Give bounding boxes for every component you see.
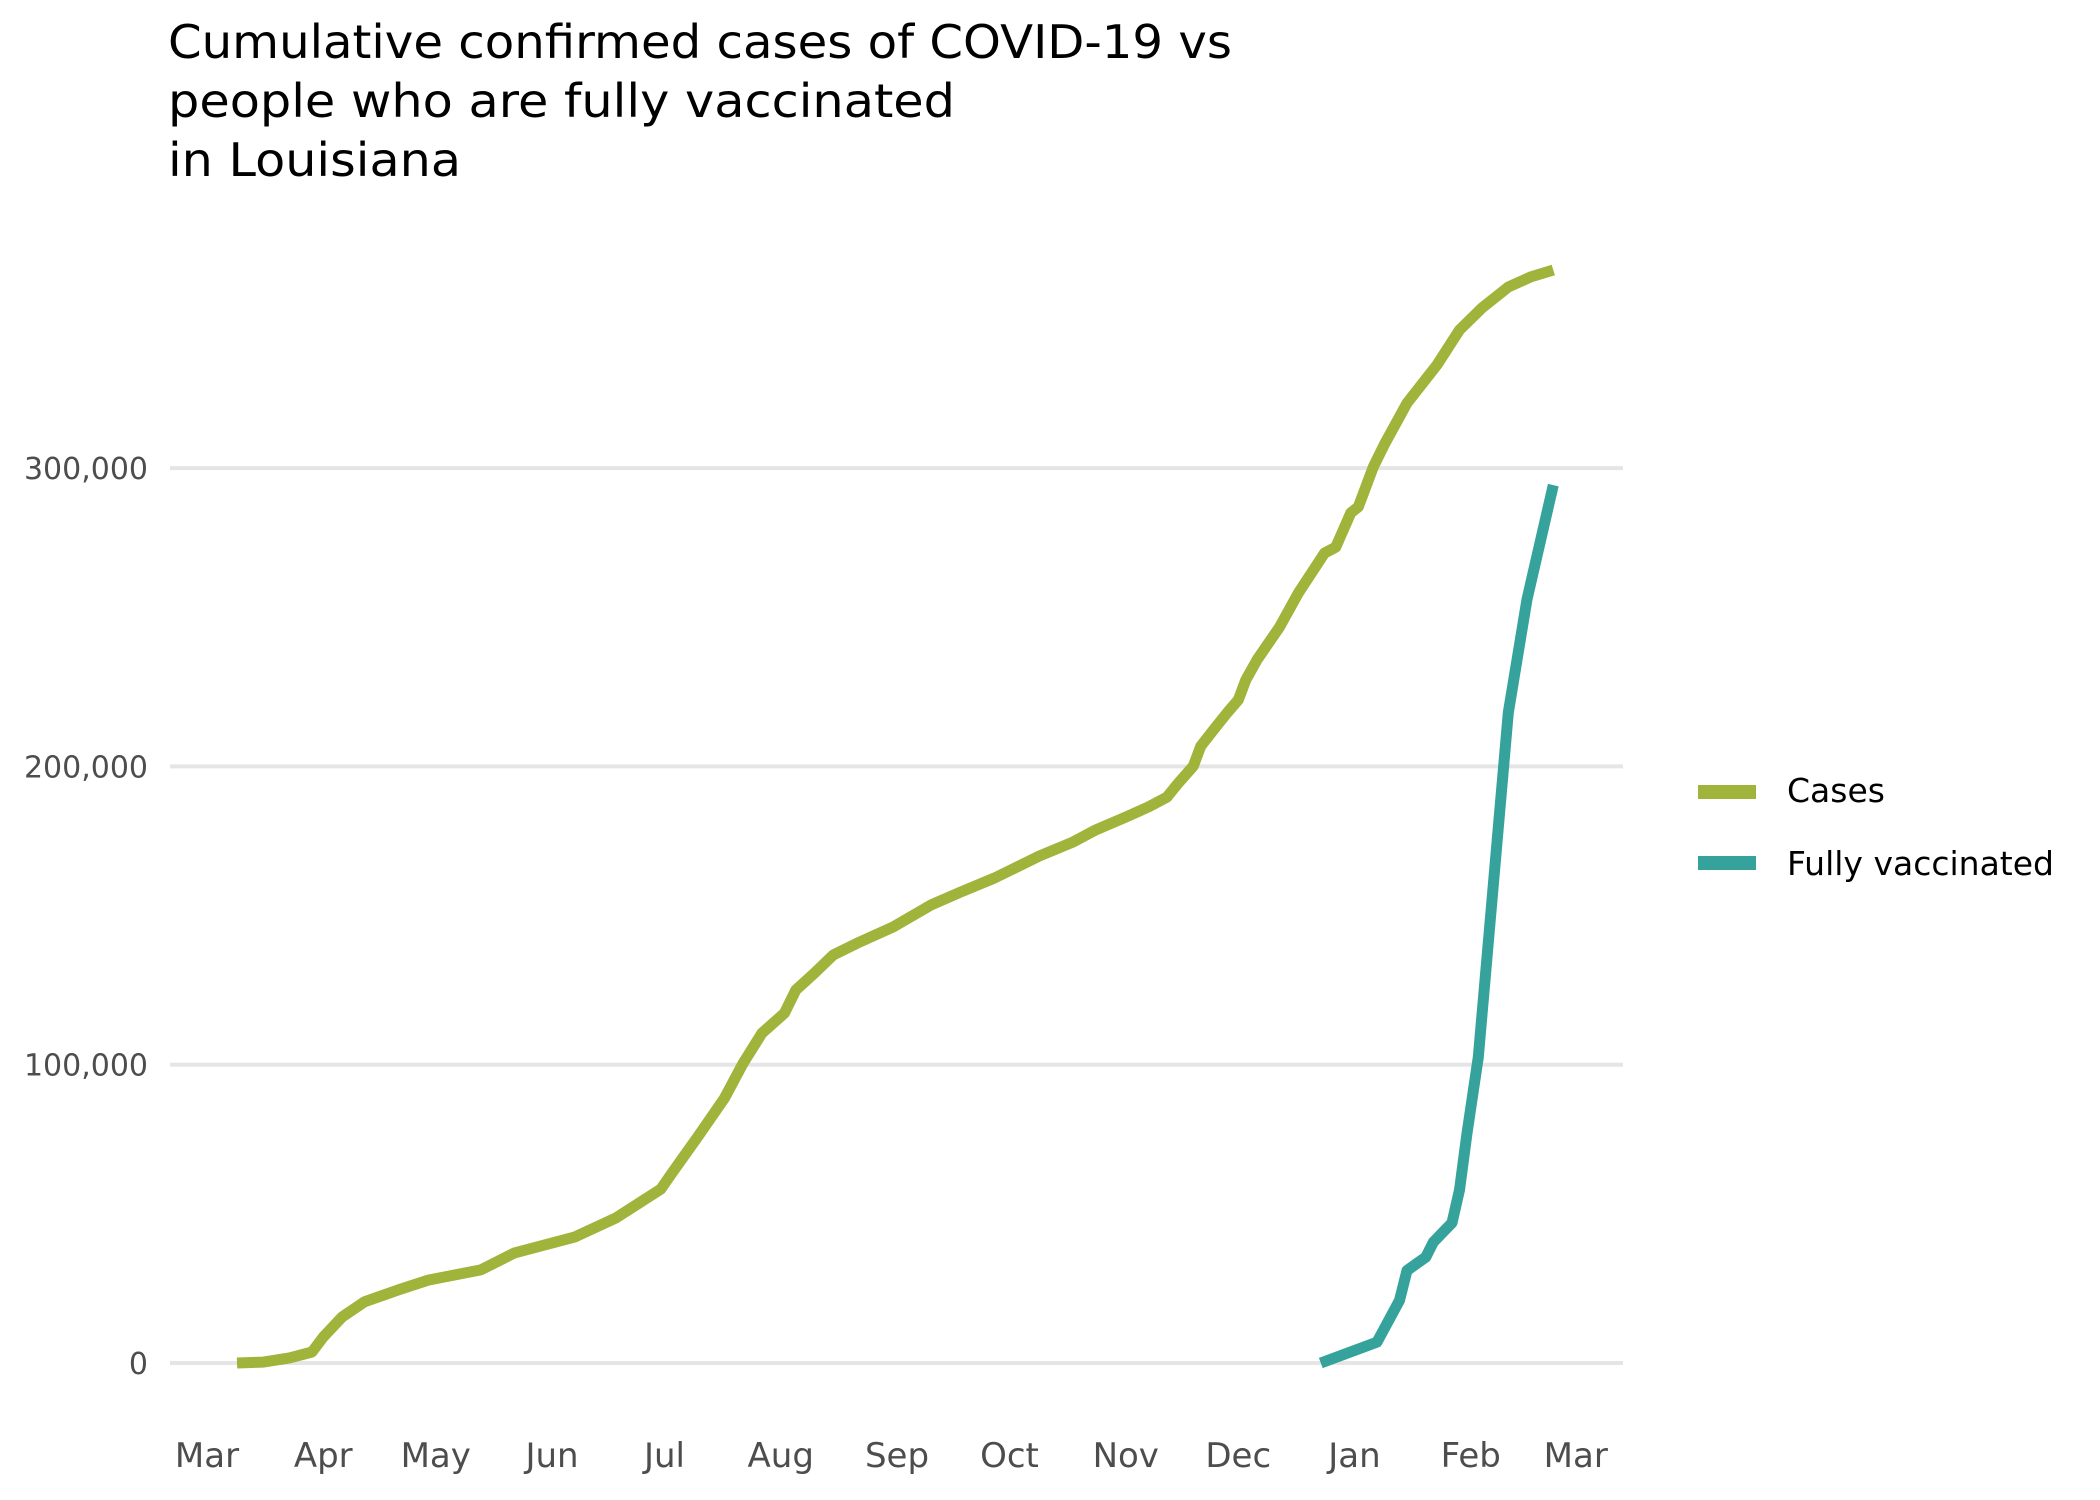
legend: Cases Fully vaccinated [1698,771,2054,883]
x-tick-label: Dec [1205,1436,1271,1476]
x-tick-label: May [401,1436,471,1476]
x-tick-label: Oct [980,1436,1039,1476]
x-tick-label: Nov [1093,1436,1159,1476]
y-tick-label: 0 [129,1347,148,1382]
series-line-cases [236,264,1555,1369]
x-tick-label: Jul [642,1436,685,1476]
y-tick-label: 300,000 [24,452,148,487]
chart-title-line-2: people who are fully vaccinated [168,74,955,128]
gridlines [170,466,1623,1365]
y-tick-label: 100,000 [24,1049,148,1084]
x-tick-label: Jun [523,1436,578,1476]
x-tick-label: Aug [748,1436,814,1476]
series-line-fully-vaccinated [1318,483,1559,1369]
x-tick-label: Apr [294,1436,353,1476]
chart-title-line-3: in Louisiana [168,133,461,187]
legend-label-cases: Cases [1787,771,1885,810]
x-tick-label: Mar [1544,1436,1608,1476]
x-tick-label: Jan [1326,1436,1380,1476]
x-axis-tick-labels: Mar Apr May Jun Jul Aug Sep Oct Nov Dec Jan Feb Mar [175,1436,1608,1476]
x-tick-label: Sep [865,1436,929,1476]
chart-title: Cumulative confirmed cases of COVID-19 v… [168,15,1232,187]
x-tick-label: Mar [175,1436,239,1476]
legend-swatch-fully-vaccinated [1698,856,1756,870]
legend-swatch-cases [1698,785,1756,799]
legend-label-fully-vaccinated: Fully vaccinated [1787,844,2054,883]
chart-title-line-1: Cumulative confirmed cases of COVID-19 v… [168,15,1232,69]
plot-series [236,264,1559,1369]
y-tick-label: 200,000 [24,750,148,785]
y-axis-tick-labels: 0 100,000 200,000 300,000 [24,452,148,1382]
x-tick-label: Feb [1441,1436,1501,1476]
